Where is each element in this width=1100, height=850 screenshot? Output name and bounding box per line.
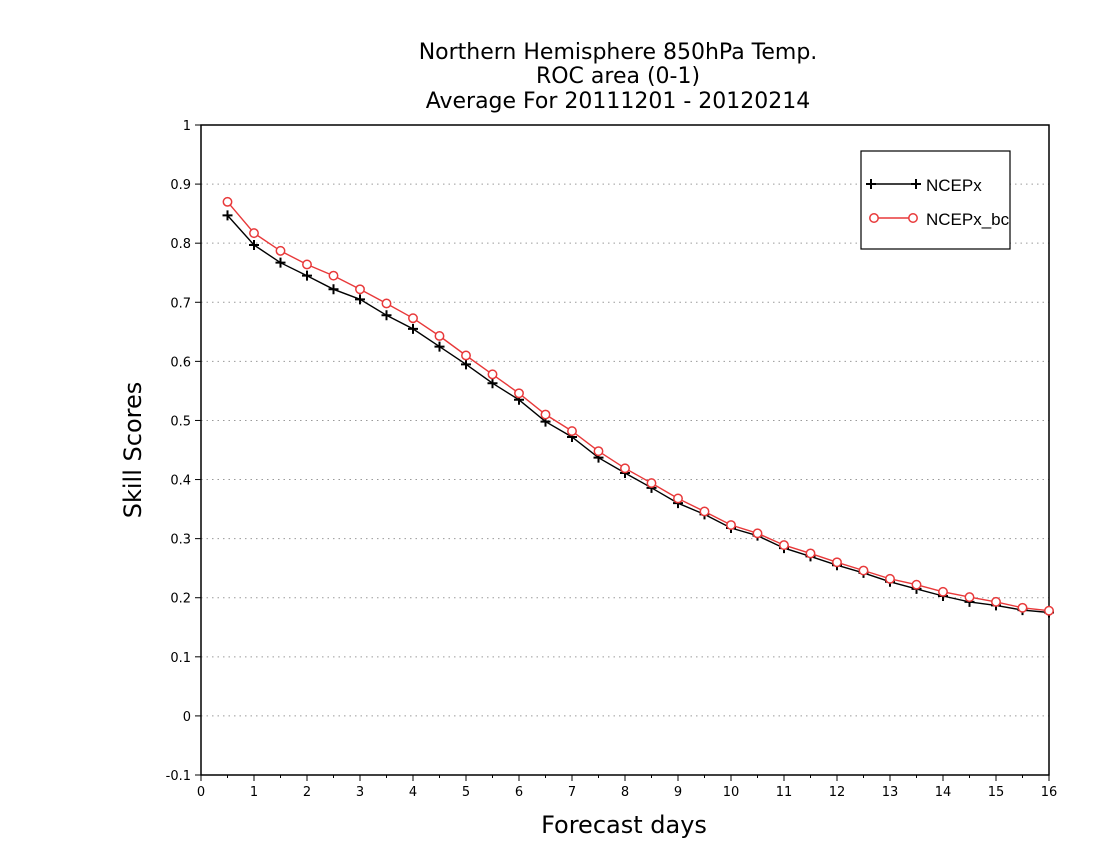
data-point xyxy=(249,228,259,239)
data-point xyxy=(885,573,895,584)
data-point xyxy=(249,239,259,250)
data-point xyxy=(355,284,365,295)
data-point xyxy=(699,506,710,517)
data-point xyxy=(911,579,922,590)
data-point xyxy=(222,210,233,221)
y-tick-label: 0.7 xyxy=(170,296,191,311)
x-tick-label: 6 xyxy=(515,785,523,800)
data-point xyxy=(805,548,816,559)
x-tick-label: 10 xyxy=(723,785,740,800)
data-point xyxy=(673,493,683,504)
data-point xyxy=(567,426,577,437)
data-point xyxy=(408,323,418,334)
data-point xyxy=(434,341,445,352)
x-tick-label: 14 xyxy=(935,785,952,800)
x-tick-label: 9 xyxy=(674,785,682,800)
series xyxy=(222,196,1054,618)
data-point xyxy=(487,369,498,380)
data-point xyxy=(408,313,418,324)
x-tick-label: 3 xyxy=(356,785,364,800)
data-point xyxy=(461,350,471,361)
data-point xyxy=(328,284,339,295)
legend-marker-ncepx xyxy=(866,179,876,189)
data-point xyxy=(514,388,524,399)
data-point xyxy=(275,245,286,256)
x-axis-label: Forecast days xyxy=(541,811,707,839)
y-tick-label: 0.3 xyxy=(170,533,191,548)
plot-frame xyxy=(200,124,1050,776)
y-tick-labels: -0.1 0 0.1 0.2 0.3 0.4 0.5 0.6 0.7 0.8 0.9 1 xyxy=(166,119,191,784)
y-tick-label: 0 xyxy=(183,710,191,725)
data-point xyxy=(752,528,763,539)
legend-entry-ncepx: NCEPx xyxy=(866,176,982,195)
data-point xyxy=(832,557,842,568)
series-ncepx-bc xyxy=(222,196,1054,616)
y-tick-label: 0.5 xyxy=(170,414,191,429)
data-point xyxy=(381,298,392,309)
data-point xyxy=(355,294,365,305)
chart-title: Northern Hemisphere 850hPa Temp. ROC are… xyxy=(419,40,818,114)
data-point xyxy=(328,270,339,281)
data-point xyxy=(646,478,657,489)
x-tick-label: 13 xyxy=(882,785,899,800)
x-tick-label: 8 xyxy=(621,785,629,800)
legend-box xyxy=(860,150,1011,250)
y-tick-label: 0.9 xyxy=(170,178,191,193)
legend-label-ncepx-bc: NCEPx_bc xyxy=(926,210,1010,229)
y-tick-label: 0.1 xyxy=(170,651,191,666)
y-axis-label: Skill Scores xyxy=(119,382,147,519)
chart-title-line-3: Average For 20111201 - 20120214 xyxy=(426,89,811,114)
data-point xyxy=(726,520,736,530)
data-point xyxy=(991,596,1001,607)
data-point xyxy=(858,565,869,576)
data-point xyxy=(779,540,789,551)
data-point xyxy=(938,586,948,597)
chart-title-line-1: Northern Hemisphere 850hPa Temp. xyxy=(419,40,818,65)
x-tick-label: 1 xyxy=(250,785,258,800)
y-tick-label: 0.4 xyxy=(170,474,191,489)
data-point xyxy=(461,359,471,370)
data-point xyxy=(222,196,233,207)
data-point xyxy=(620,463,630,474)
legend-label-ncepx: NCEPx xyxy=(926,176,982,195)
x-tick-labels: 0 1 2 3 4 5 6 7 8 9 10 11 12 13 14 15 16 xyxy=(197,785,1057,800)
x-tick-label: 15 xyxy=(988,785,1005,800)
series-line xyxy=(226,214,1050,614)
legend-marker-ncepx xyxy=(911,179,921,189)
x-tick-label: 0 xyxy=(197,785,205,800)
data-point xyxy=(434,331,445,341)
legend-marker-ncepx-bc xyxy=(908,213,918,223)
grid-lines xyxy=(201,183,1049,717)
data-point xyxy=(1044,605,1054,616)
x-tick-label: 5 xyxy=(462,785,470,800)
y-tick-label: -0.1 xyxy=(166,769,191,784)
legend-marker-ncepx-bc xyxy=(869,213,879,223)
x-tick-label: 2 xyxy=(303,785,311,800)
data-point xyxy=(540,409,551,420)
x-tick-label: 7 xyxy=(568,785,576,800)
y-tick-label: 0.2 xyxy=(170,592,191,607)
legend: NCEPx NCEPx_bc xyxy=(860,150,1011,250)
x-tick-label: 16 xyxy=(1041,785,1058,800)
data-point xyxy=(1017,602,1028,613)
data-point xyxy=(487,378,498,389)
y-tick-label: 0.6 xyxy=(170,355,191,370)
legend-entry-ncepx-bc: NCEPx_bc xyxy=(869,210,1010,229)
y-tick-label: 1 xyxy=(183,119,191,134)
data-point xyxy=(302,270,312,281)
data-point xyxy=(275,257,286,268)
x-tick-label: 11 xyxy=(776,785,793,800)
data-point xyxy=(381,310,392,321)
chart-title-line-2: ROC area (0-1) xyxy=(536,64,700,89)
y-tick-label: 0.8 xyxy=(170,237,191,252)
x-tick-label: 12 xyxy=(829,785,846,800)
axes xyxy=(195,124,1050,781)
data-point xyxy=(964,592,975,603)
x-tick-label: 4 xyxy=(409,785,417,800)
data-point xyxy=(302,259,312,270)
data-point xyxy=(593,446,604,457)
